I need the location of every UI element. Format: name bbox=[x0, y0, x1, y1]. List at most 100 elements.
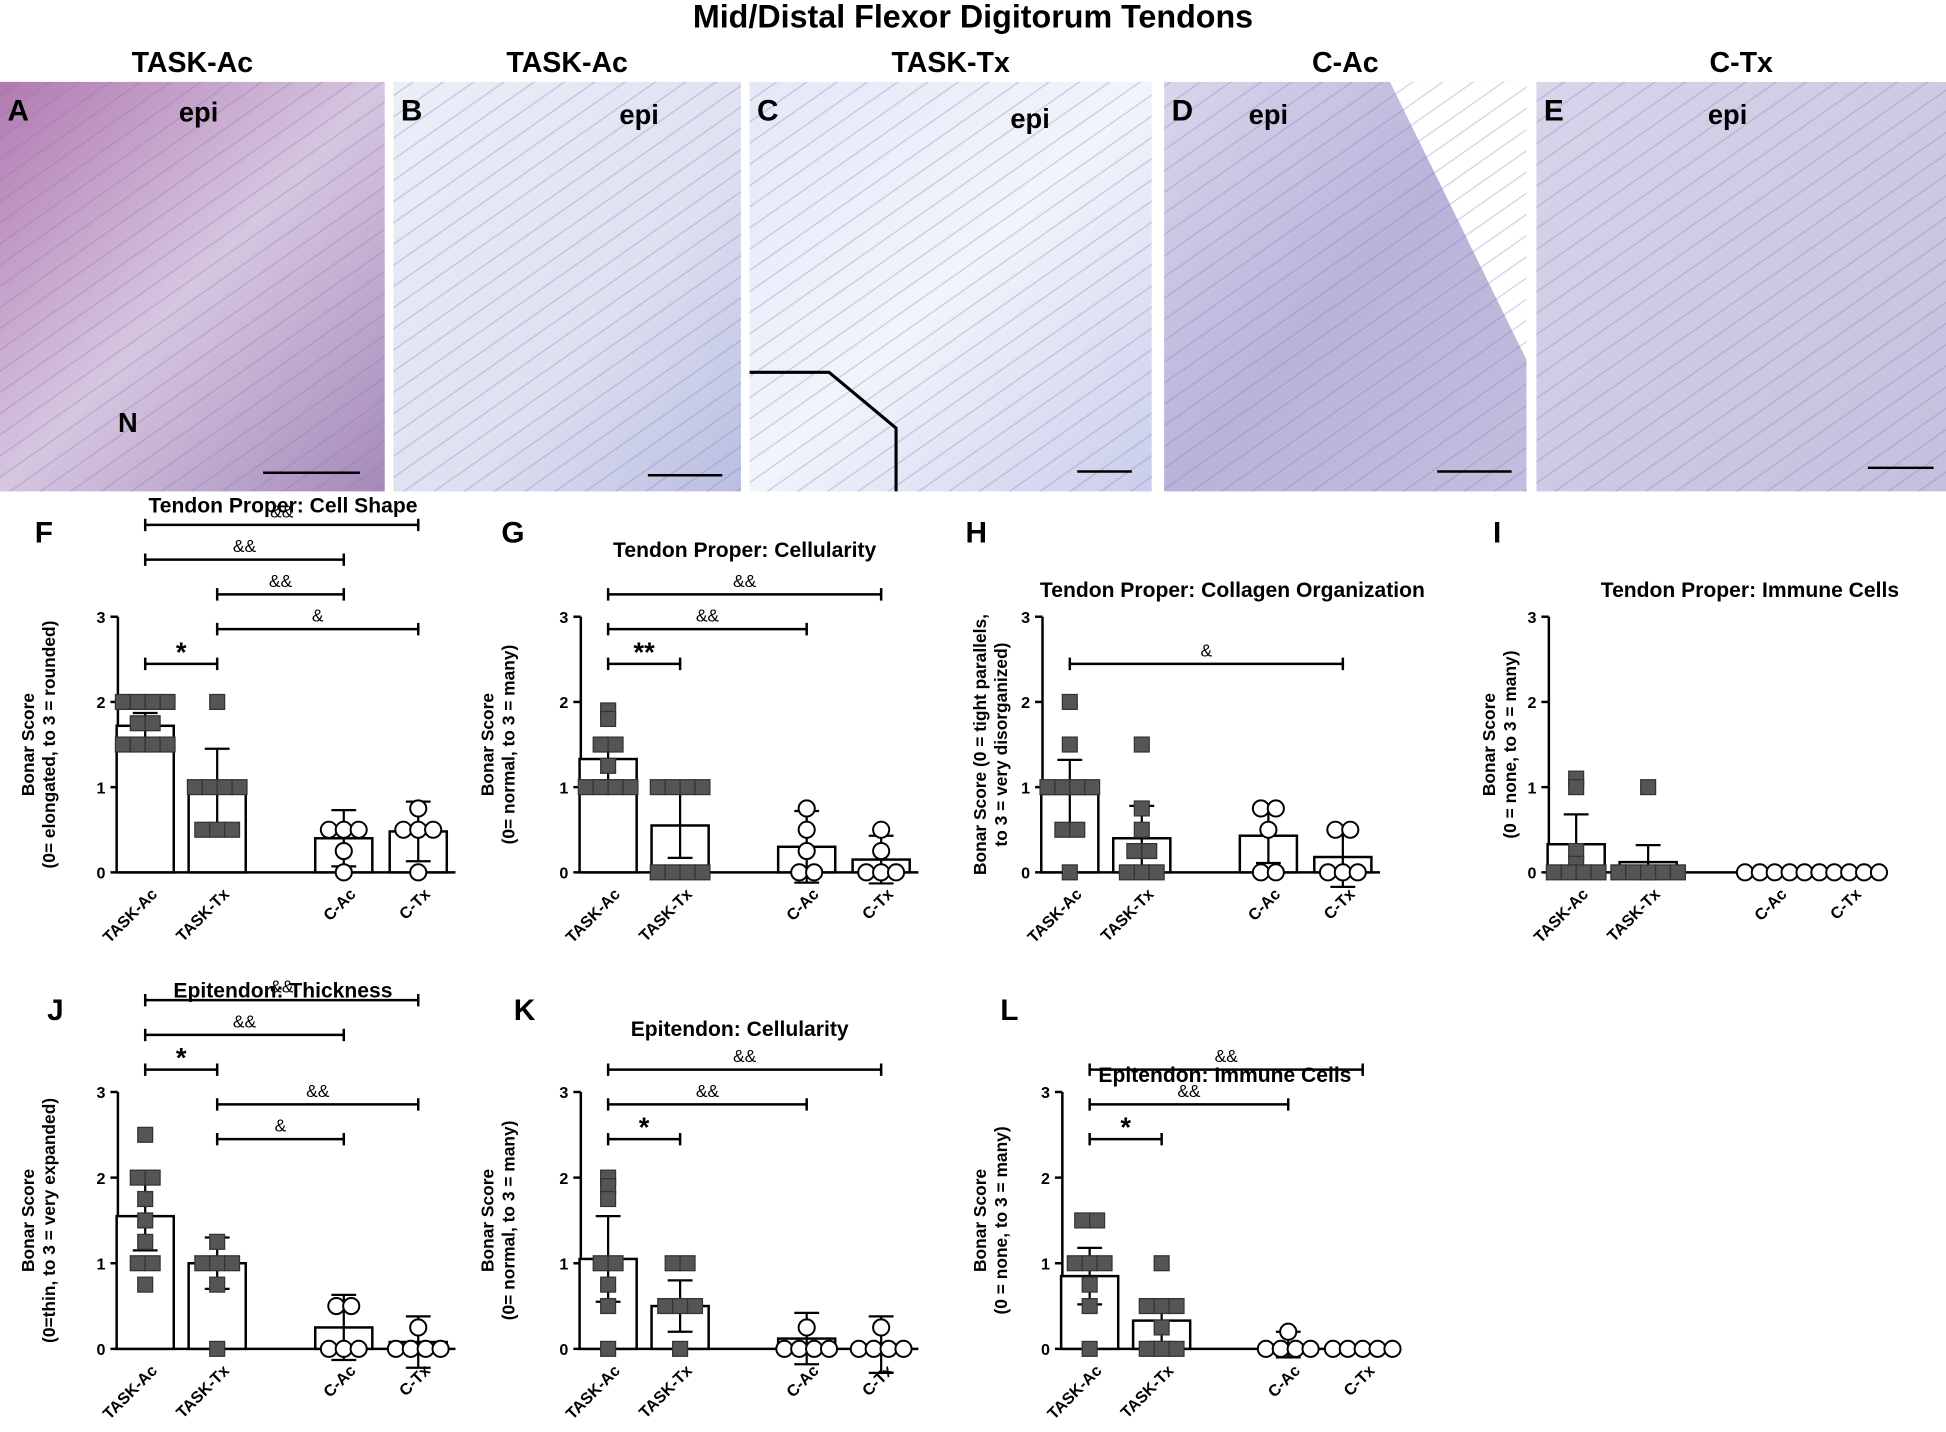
significance-label: && bbox=[696, 1081, 720, 1101]
y-tick-label: 0 bbox=[97, 865, 106, 883]
data-point bbox=[349, 820, 368, 839]
data-point bbox=[1869, 863, 1889, 882]
bar-chart: I Tendon Proper: Immune Cells Bonar Score(… bbox=[1479, 516, 1899, 946]
data-point bbox=[144, 715, 161, 732]
y-tick-label: 0 bbox=[559, 865, 568, 883]
data-point bbox=[1855, 863, 1874, 882]
significance-bracket bbox=[606, 1063, 883, 1076]
significance-label: && bbox=[269, 571, 293, 591]
data-point bbox=[592, 1255, 609, 1272]
data-point bbox=[600, 1297, 617, 1315]
inset-outline bbox=[749, 370, 898, 492]
y-tick-label: 3 bbox=[1041, 1084, 1050, 1102]
image-annotation: epi bbox=[179, 97, 218, 128]
data-point bbox=[694, 779, 711, 796]
data-point bbox=[1348, 863, 1367, 882]
data-point bbox=[137, 1212, 154, 1229]
data-point bbox=[209, 1340, 226, 1357]
data-point bbox=[1259, 820, 1278, 839]
data-point bbox=[872, 841, 891, 861]
data-point bbox=[864, 1339, 883, 1358]
panel-letter: D bbox=[1172, 94, 1194, 127]
y-axis-label: (0 = none, to 3 = many) bbox=[991, 1126, 1011, 1314]
data-point bbox=[144, 693, 161, 711]
data-point bbox=[319, 820, 338, 839]
data-point bbox=[649, 779, 666, 796]
x-tick-label: C-Tx bbox=[1320, 885, 1358, 923]
y-tick-label: 1 bbox=[559, 779, 568, 797]
data-point bbox=[607, 736, 624, 753]
data-point bbox=[1153, 1297, 1170, 1315]
significance-label: && bbox=[1177, 1081, 1201, 1101]
image-annotation: epi bbox=[619, 99, 658, 130]
data-point bbox=[409, 1318, 428, 1337]
x-tick-label: TASK-Tx bbox=[1117, 1362, 1177, 1422]
data-point bbox=[1084, 779, 1101, 796]
data-point bbox=[679, 1255, 696, 1272]
significance-bracket bbox=[606, 657, 682, 671]
data-point bbox=[672, 1297, 689, 1315]
data-point bbox=[431, 1339, 450, 1358]
data-point bbox=[129, 1169, 146, 1186]
significance-label: * bbox=[176, 636, 187, 667]
data-point bbox=[1825, 863, 1844, 882]
data-point bbox=[224, 821, 241, 838]
data-point bbox=[790, 863, 809, 882]
x-tick-label: C-Ac bbox=[320, 1362, 359, 1401]
data-point bbox=[186, 779, 203, 796]
data-point bbox=[231, 779, 248, 796]
x-tick-label: C-Ac bbox=[783, 885, 822, 924]
data-point bbox=[209, 1276, 226, 1293]
y-tick-label: 0 bbox=[1527, 865, 1536, 883]
data-point bbox=[144, 736, 161, 753]
panel-letter: E bbox=[1544, 94, 1564, 127]
data-point bbox=[137, 1126, 154, 1143]
data-point bbox=[209, 821, 226, 838]
data-point bbox=[144, 1169, 161, 1186]
micrograph-texture bbox=[1536, 81, 1946, 492]
significance-bracket bbox=[606, 588, 883, 601]
x-tick-label: TASK-Ac bbox=[563, 885, 624, 946]
data-point bbox=[1610, 864, 1627, 881]
data-point bbox=[1256, 1339, 1275, 1358]
data-point bbox=[622, 779, 639, 796]
y-axis-label: Bonar Score bbox=[970, 1168, 990, 1272]
data-point bbox=[1279, 1322, 1298, 1341]
data-point bbox=[1081, 1255, 1098, 1272]
bar-chart: J Epitendon: Thickness Bonar Score (0=thin,… bbox=[18, 977, 456, 1423]
y-tick-label: 0 bbox=[97, 1341, 106, 1359]
significance-bracket bbox=[1088, 1063, 1364, 1076]
data-point bbox=[334, 863, 353, 882]
panel-letter: I bbox=[1493, 516, 1501, 549]
significance-bracket bbox=[143, 1028, 346, 1042]
data-point bbox=[894, 1339, 913, 1358]
data-point bbox=[886, 863, 906, 882]
y-tick-label: 1 bbox=[1041, 1255, 1050, 1273]
chart-title: Tendon Proper: Cellularity bbox=[613, 539, 876, 562]
data-point bbox=[194, 1255, 211, 1272]
x-tick-label: TASK-Tx bbox=[636, 1362, 696, 1422]
data-point bbox=[805, 863, 824, 882]
significance-bracket bbox=[215, 622, 420, 636]
data-point bbox=[600, 1340, 617, 1357]
data-point bbox=[1089, 1212, 1106, 1229]
x-tick-label: TASK-Ac bbox=[1531, 885, 1592, 946]
data-point bbox=[1266, 863, 1285, 882]
significance-bracket bbox=[143, 657, 219, 671]
data-point bbox=[342, 1296, 361, 1316]
x-tick-label: TASK-Tx bbox=[173, 1362, 233, 1422]
data-point bbox=[334, 841, 353, 861]
data-point bbox=[1074, 1212, 1091, 1229]
data-point bbox=[1326, 820, 1345, 839]
micrograph-texture bbox=[0, 81, 385, 492]
data-point bbox=[137, 1190, 154, 1208]
data-point bbox=[657, 1297, 674, 1315]
significance-bracket bbox=[1088, 1132, 1163, 1146]
data-point bbox=[1338, 1339, 1357, 1358]
data-point bbox=[1795, 863, 1814, 882]
data-point bbox=[1081, 1297, 1098, 1315]
y-tick-label: 2 bbox=[559, 1170, 568, 1188]
data-point bbox=[577, 779, 594, 796]
y-tick-label: 3 bbox=[97, 1084, 106, 1102]
data-point bbox=[664, 864, 681, 881]
